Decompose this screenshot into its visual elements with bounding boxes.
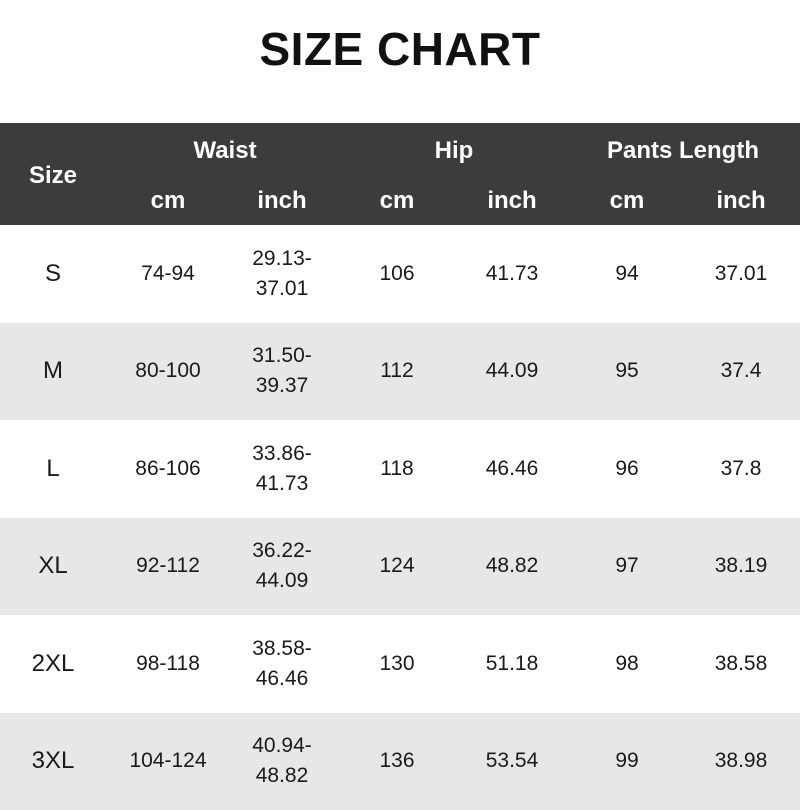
header-unit: inch	[487, 187, 536, 215]
cell-size: XL	[0, 518, 108, 616]
cell-hip-inch: 46.46	[457, 420, 567, 518]
cell-size: S	[0, 225, 108, 323]
cell-hip-inch: 41.73	[457, 225, 567, 323]
cell-hip-cm: 124	[342, 518, 452, 616]
header-pants-length: Pants Length	[607, 137, 759, 165]
cell-size: M	[0, 323, 108, 421]
cell-hip-cm: 118	[342, 420, 452, 518]
header-unit: cm	[151, 187, 186, 215]
cell-waist-inch: 31.50-39.37	[227, 323, 337, 421]
cell-length-inch: 37.4	[686, 323, 796, 421]
cell-length-cm: 97	[572, 518, 682, 616]
cell-waist-inch: 40.94-48.82	[227, 713, 337, 810]
cell-length-cm: 94	[572, 225, 682, 323]
cell-waist-cm: 80-100	[113, 323, 223, 421]
header-unit: cm	[380, 187, 415, 215]
cell-length-inch: 38.98	[686, 713, 796, 810]
cell-hip-cm: 136	[342, 713, 452, 810]
cell-length-cm: 96	[572, 420, 682, 518]
cell-waist-inch: 33.86-41.73	[227, 420, 337, 518]
cell-size: L	[0, 420, 108, 518]
cell-waist-cm: 74-94	[113, 225, 223, 323]
cell-waist-cm: 86-106	[113, 420, 223, 518]
cell-waist-cm: 104-124	[113, 713, 223, 810]
header-hip: Hip	[435, 137, 474, 165]
header-unit: inch	[716, 187, 765, 215]
cell-hip-inch: 48.82	[457, 518, 567, 616]
page-title: SIZE CHART	[0, 22, 800, 76]
cell-length-inch: 38.58	[686, 615, 796, 713]
cell-hip-cm: 106	[342, 225, 452, 323]
cell-length-cm: 98	[572, 615, 682, 713]
cell-waist-inch: 36.22-44.09	[227, 518, 337, 616]
cell-hip-inch: 53.54	[457, 713, 567, 810]
header-unit: inch	[257, 187, 306, 215]
cell-hip-cm: 130	[342, 615, 452, 713]
header-unit: cm	[610, 187, 645, 215]
header-size: Size	[29, 162, 77, 190]
cell-waist-cm: 92-112	[113, 518, 223, 616]
cell-hip-inch: 51.18	[457, 615, 567, 713]
header-waist: Waist	[193, 137, 256, 165]
cell-length-inch: 37.8	[686, 420, 796, 518]
cell-size: 2XL	[0, 615, 108, 713]
table-header: Size Waist Hip Pants Length cm inch cm i…	[0, 123, 800, 225]
cell-waist-cm: 98-118	[113, 615, 223, 713]
cell-length-cm: 99	[572, 713, 682, 810]
cell-hip-cm: 112	[342, 323, 452, 421]
cell-waist-inch: 38.58-46.46	[227, 615, 337, 713]
cell-length-inch: 38.19	[686, 518, 796, 616]
cell-length-cm: 95	[572, 323, 682, 421]
cell-size: 3XL	[0, 713, 108, 810]
cell-hip-inch: 44.09	[457, 323, 567, 421]
cell-waist-inch: 29.13-37.01	[227, 225, 337, 323]
cell-length-inch: 37.01	[686, 225, 796, 323]
